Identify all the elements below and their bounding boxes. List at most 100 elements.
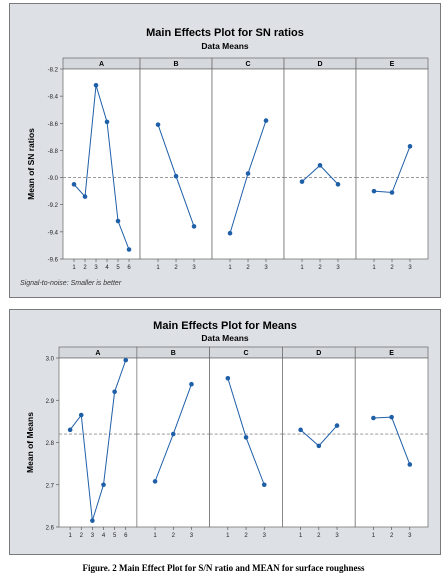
panel-a-x-tick-label: 3 [91,533,95,539]
panel-d-x-tick-label: 3 [336,265,340,271]
panel-a-area [62,68,141,260]
panel-b-x-tick-label: 3 [192,265,196,271]
panel-a-x-tick-label: 4 [105,265,109,271]
panel-e-area [354,357,429,528]
panel-a-x-tick-label: 1 [68,533,72,539]
panel-d-x-tick-label: 2 [317,533,321,539]
sn-ratio-figure: Main Effects Plot for SN ratios Data Mean… [9,3,441,298]
panel-b-x-tick-label: 2 [172,533,176,539]
y-tick-label: 2.7 [46,483,55,489]
panel-b-x-tick-label: 3 [190,533,194,539]
panel-e-x-tick-label: 3 [408,265,412,271]
panel-a-point [101,482,106,488]
panel-d-label: D [316,350,321,357]
panel-b-x-tick-label: 1 [153,533,157,539]
panel-e-x-tick-label: 3 [408,533,412,539]
panel-d-point [298,427,303,433]
panel-a-x-tick-label: 6 [124,533,128,539]
panel-b-point [152,479,158,484]
panel-c-point [227,230,233,236]
panel-a-point [112,389,117,395]
y-tick-label: -9.0 [48,176,59,182]
sn-footnote: Signal-to-noise: Smaller is better [20,280,122,287]
y-tick-label: 3.0 [46,357,55,363]
panel-b-point [155,122,161,127]
y-tick-label: -8.8 [48,149,59,155]
panel-e-x-tick-label: 2 [390,533,394,539]
panel-d-point [334,423,340,428]
panel-d-x-tick-label: 1 [299,533,303,539]
panel-e-point [389,414,394,420]
panel-c-x-tick-label: 3 [263,533,267,539]
panel-a-x-tick-label: 3 [94,265,98,271]
panel-a-x-tick-label: 2 [80,533,84,539]
panel-e-label: E [389,350,394,357]
panel-c-x-tick-label: 1 [228,265,232,271]
panel-b-label: B [173,61,178,68]
panel-c-area [209,357,283,528]
panel-b-x-tick-label: 1 [156,265,160,271]
panel-e-x-tick-label: 1 [372,533,376,539]
panel-c-label: C [244,350,249,357]
chart-subtitle: Data Means [201,333,249,343]
y-tick-label: -8.2 [48,68,59,74]
panel-c-point [261,482,267,488]
panel-b-area [136,357,211,528]
means-figure: Main Effects Plot for Means Data Means Mea… [9,309,441,555]
panel-d-area [282,357,356,528]
panel-b-point [173,173,179,179]
panel-c-x-tick-label: 3 [264,265,268,271]
figure-caption: Figure. 2 Main Effect Plot for S/N ratio… [82,563,365,573]
panel-c-x-tick-label: 2 [244,533,248,539]
panel-e-x-tick-label: 2 [390,265,394,271]
panel-e-point [407,144,413,149]
chart-title: Main Effects Plot for Means [153,320,297,332]
panel-a-x-tick-label: 5 [113,533,117,539]
panel-d-point [299,179,305,184]
panel-b-point [191,224,197,229]
panel-b-area [139,68,213,260]
panel-a-point [104,119,110,125]
panel-b-point [189,381,194,387]
panel-c-point [243,435,249,440]
panel-a-point [123,357,129,363]
y-tick-label: -9.4 [48,230,59,236]
y-tick-label: -9.6 [48,258,59,264]
y-tick-label: -9.2 [48,203,59,209]
panel-c-label: C [245,61,250,68]
panel-c-x-tick-label: 1 [226,533,230,539]
panel-c-point [225,375,231,381]
panel-d-x-tick-label: 1 [300,265,304,271]
panel-e-point [389,190,395,195]
y-tick-label: -8.4 [48,95,59,101]
panel-b-x-tick-label: 2 [174,265,178,271]
panel-d-x-tick-label: 2 [318,265,322,271]
panel-a-series-line [69,359,127,521]
panel-c-x-tick-label: 2 [246,265,250,271]
panel-c-area [211,68,285,260]
panel-a-point [82,194,88,199]
panel-d-x-tick-label: 3 [335,533,339,539]
panel-a-label: A [95,350,100,357]
panel-a-point [93,82,99,88]
panel-e-x-tick-label: 1 [372,265,376,271]
panel-a-point [71,182,77,187]
panel-a-series-line [73,85,130,250]
panel-d-point [316,443,322,449]
panel-d-point [317,163,323,168]
panel-a-x-tick-label: 1 [72,265,76,271]
chart-title: Main Effects Plot for SN ratios [146,27,304,39]
panel-a-x-tick-label: 6 [127,265,131,271]
panel-a-x-tick-label: 2 [83,265,87,271]
panel-a-area [58,357,138,528]
panel-e-point [407,462,413,467]
panel-b-point [170,431,176,437]
panel-e-point [371,188,377,194]
y-tick-label: 2.6 [46,526,55,532]
panel-b-label: B [171,350,176,357]
y-tick-label: 2.8 [46,441,55,447]
panel-a-point [126,247,132,252]
chart-subtitle: Data Means [201,41,249,51]
panel-a-point [78,412,84,418]
